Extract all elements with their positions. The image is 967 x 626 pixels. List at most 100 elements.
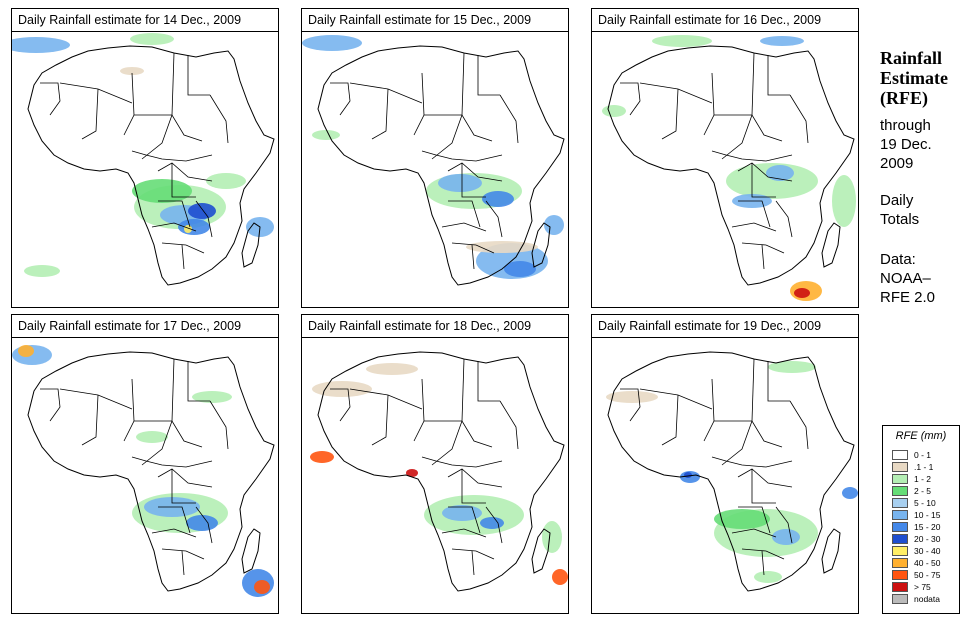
country-border: [721, 420, 753, 466]
rainfall-area: [18, 345, 34, 357]
rainfall-area: [768, 361, 816, 373]
rfe-title-line: Rainfall: [880, 48, 943, 68]
country-border: [157, 468, 213, 488]
rainfall-area: [466, 241, 538, 253]
africa-coastline: [607, 351, 855, 592]
panel-title: Daily Rainfall estimate for 17 Dec., 200…: [12, 315, 278, 338]
map-panel-18-dec: Daily Rainfall estimate for 18 Dec., 200…: [301, 314, 569, 614]
rainfall-area: [12, 37, 70, 53]
country-border: [131, 456, 213, 468]
country-border: [761, 550, 765, 576]
country-border: [134, 114, 203, 142]
rfe-heading: Rainfall Estimate (RFE): [880, 48, 948, 108]
country-border: [161, 242, 205, 254]
africa-coastline: [27, 45, 275, 286]
legend-label: 10 - 15: [914, 510, 941, 520]
legend-label: > 75: [914, 582, 931, 592]
legend-label: 40 - 50: [914, 558, 941, 568]
rainfall-area: [726, 163, 818, 199]
country-border: [485, 200, 503, 238]
country-border: [59, 388, 133, 410]
country-border: [40, 82, 61, 116]
map-panel-19-dec: Daily Rainfall estimate for 19 Dec., 200…: [591, 314, 859, 614]
legend-swatch: [892, 558, 908, 568]
rainfall-area: [24, 265, 60, 277]
legend-label: 20 - 30: [914, 534, 941, 544]
country-border: [738, 506, 771, 534]
through-line: 2009: [880, 155, 914, 172]
rfe-title-line: Estimate: [880, 68, 948, 88]
country-border: [451, 242, 495, 254]
country-border: [741, 242, 785, 254]
rainfall-area: [504, 261, 536, 277]
country-border: [330, 82, 351, 116]
country-border: [195, 506, 213, 544]
panel-title: Daily Rainfall estimate for 15 Dec., 200…: [302, 9, 568, 32]
country-border: [499, 400, 519, 450]
legend-swatch: [892, 486, 908, 496]
country-border: [751, 163, 776, 198]
rainfall-area: [120, 67, 144, 75]
panel-title: Daily Rainfall estimate for 18 Dec., 200…: [302, 315, 568, 338]
country-border: [738, 200, 771, 228]
country-border: [421, 150, 503, 162]
rainfall-area: [606, 391, 658, 403]
country-border: [141, 114, 173, 160]
country-border: [441, 528, 487, 538]
map-panel-17-dec: Daily Rainfall estimate for 17 Dec., 200…: [11, 314, 279, 614]
rainfall-area: [132, 179, 192, 203]
country-border: [661, 394, 679, 446]
africa-coastline: [607, 45, 855, 286]
rainfall-area: [832, 175, 856, 227]
country-border: [751, 469, 776, 504]
country-border: [471, 244, 475, 270]
rainfall-area: [602, 105, 626, 117]
daily-totals: Daily Totals: [880, 191, 919, 229]
rainfall-area: [312, 130, 340, 140]
legend-label: 5 - 10: [914, 498, 936, 508]
madagascar-outline: [531, 528, 551, 574]
legend-swatch: [892, 534, 908, 544]
country-border: [40, 388, 61, 422]
country-border: [161, 548, 205, 560]
data-line: RFE 2.0: [880, 289, 936, 306]
country-border: [59, 82, 133, 104]
rainfall-area: [552, 569, 568, 585]
country-border: [181, 244, 185, 270]
rainfall-map-18-dec: [310, 351, 568, 592]
country-border: [171, 52, 175, 116]
country-border: [371, 88, 389, 140]
country-border: [451, 548, 495, 560]
panel-title: Daily Rainfall estimate for 16 Dec., 200…: [592, 9, 858, 32]
through-line: through: [880, 117, 931, 134]
country-border: [181, 550, 185, 576]
rainfall-area: [130, 33, 174, 45]
country-border: [775, 506, 793, 544]
rainfall-area: [254, 580, 270, 594]
rainfall-area: [652, 35, 712, 47]
country-border: [721, 114, 753, 160]
country-border: [767, 55, 790, 96]
rfe-title-line: (RFE): [880, 88, 928, 108]
country-border: [81, 394, 99, 446]
rainfall-area: [754, 571, 782, 583]
country-border: [421, 456, 503, 468]
country-border: [703, 378, 715, 442]
country-border: [187, 361, 210, 402]
through-date: through 19 Dec. 2009: [880, 116, 932, 173]
legend-swatch: [892, 594, 908, 604]
rainfall-area: [310, 451, 334, 463]
country-border: [620, 388, 641, 422]
country-border: [123, 378, 135, 442]
country-border: [477, 55, 500, 96]
rainfall-area: [406, 469, 418, 477]
data-source: Data: NOAA– RFE 2.0: [880, 250, 935, 307]
rainfall-area: [188, 203, 216, 219]
legend-swatch: [892, 522, 908, 532]
rainfall-map-19-dec: [606, 351, 858, 592]
madagascar-outline: [821, 222, 841, 268]
legend-label: 50 - 75: [914, 570, 941, 580]
rainfall-area: [544, 215, 564, 235]
rainfall-area: [438, 174, 482, 192]
country-border: [158, 506, 191, 534]
